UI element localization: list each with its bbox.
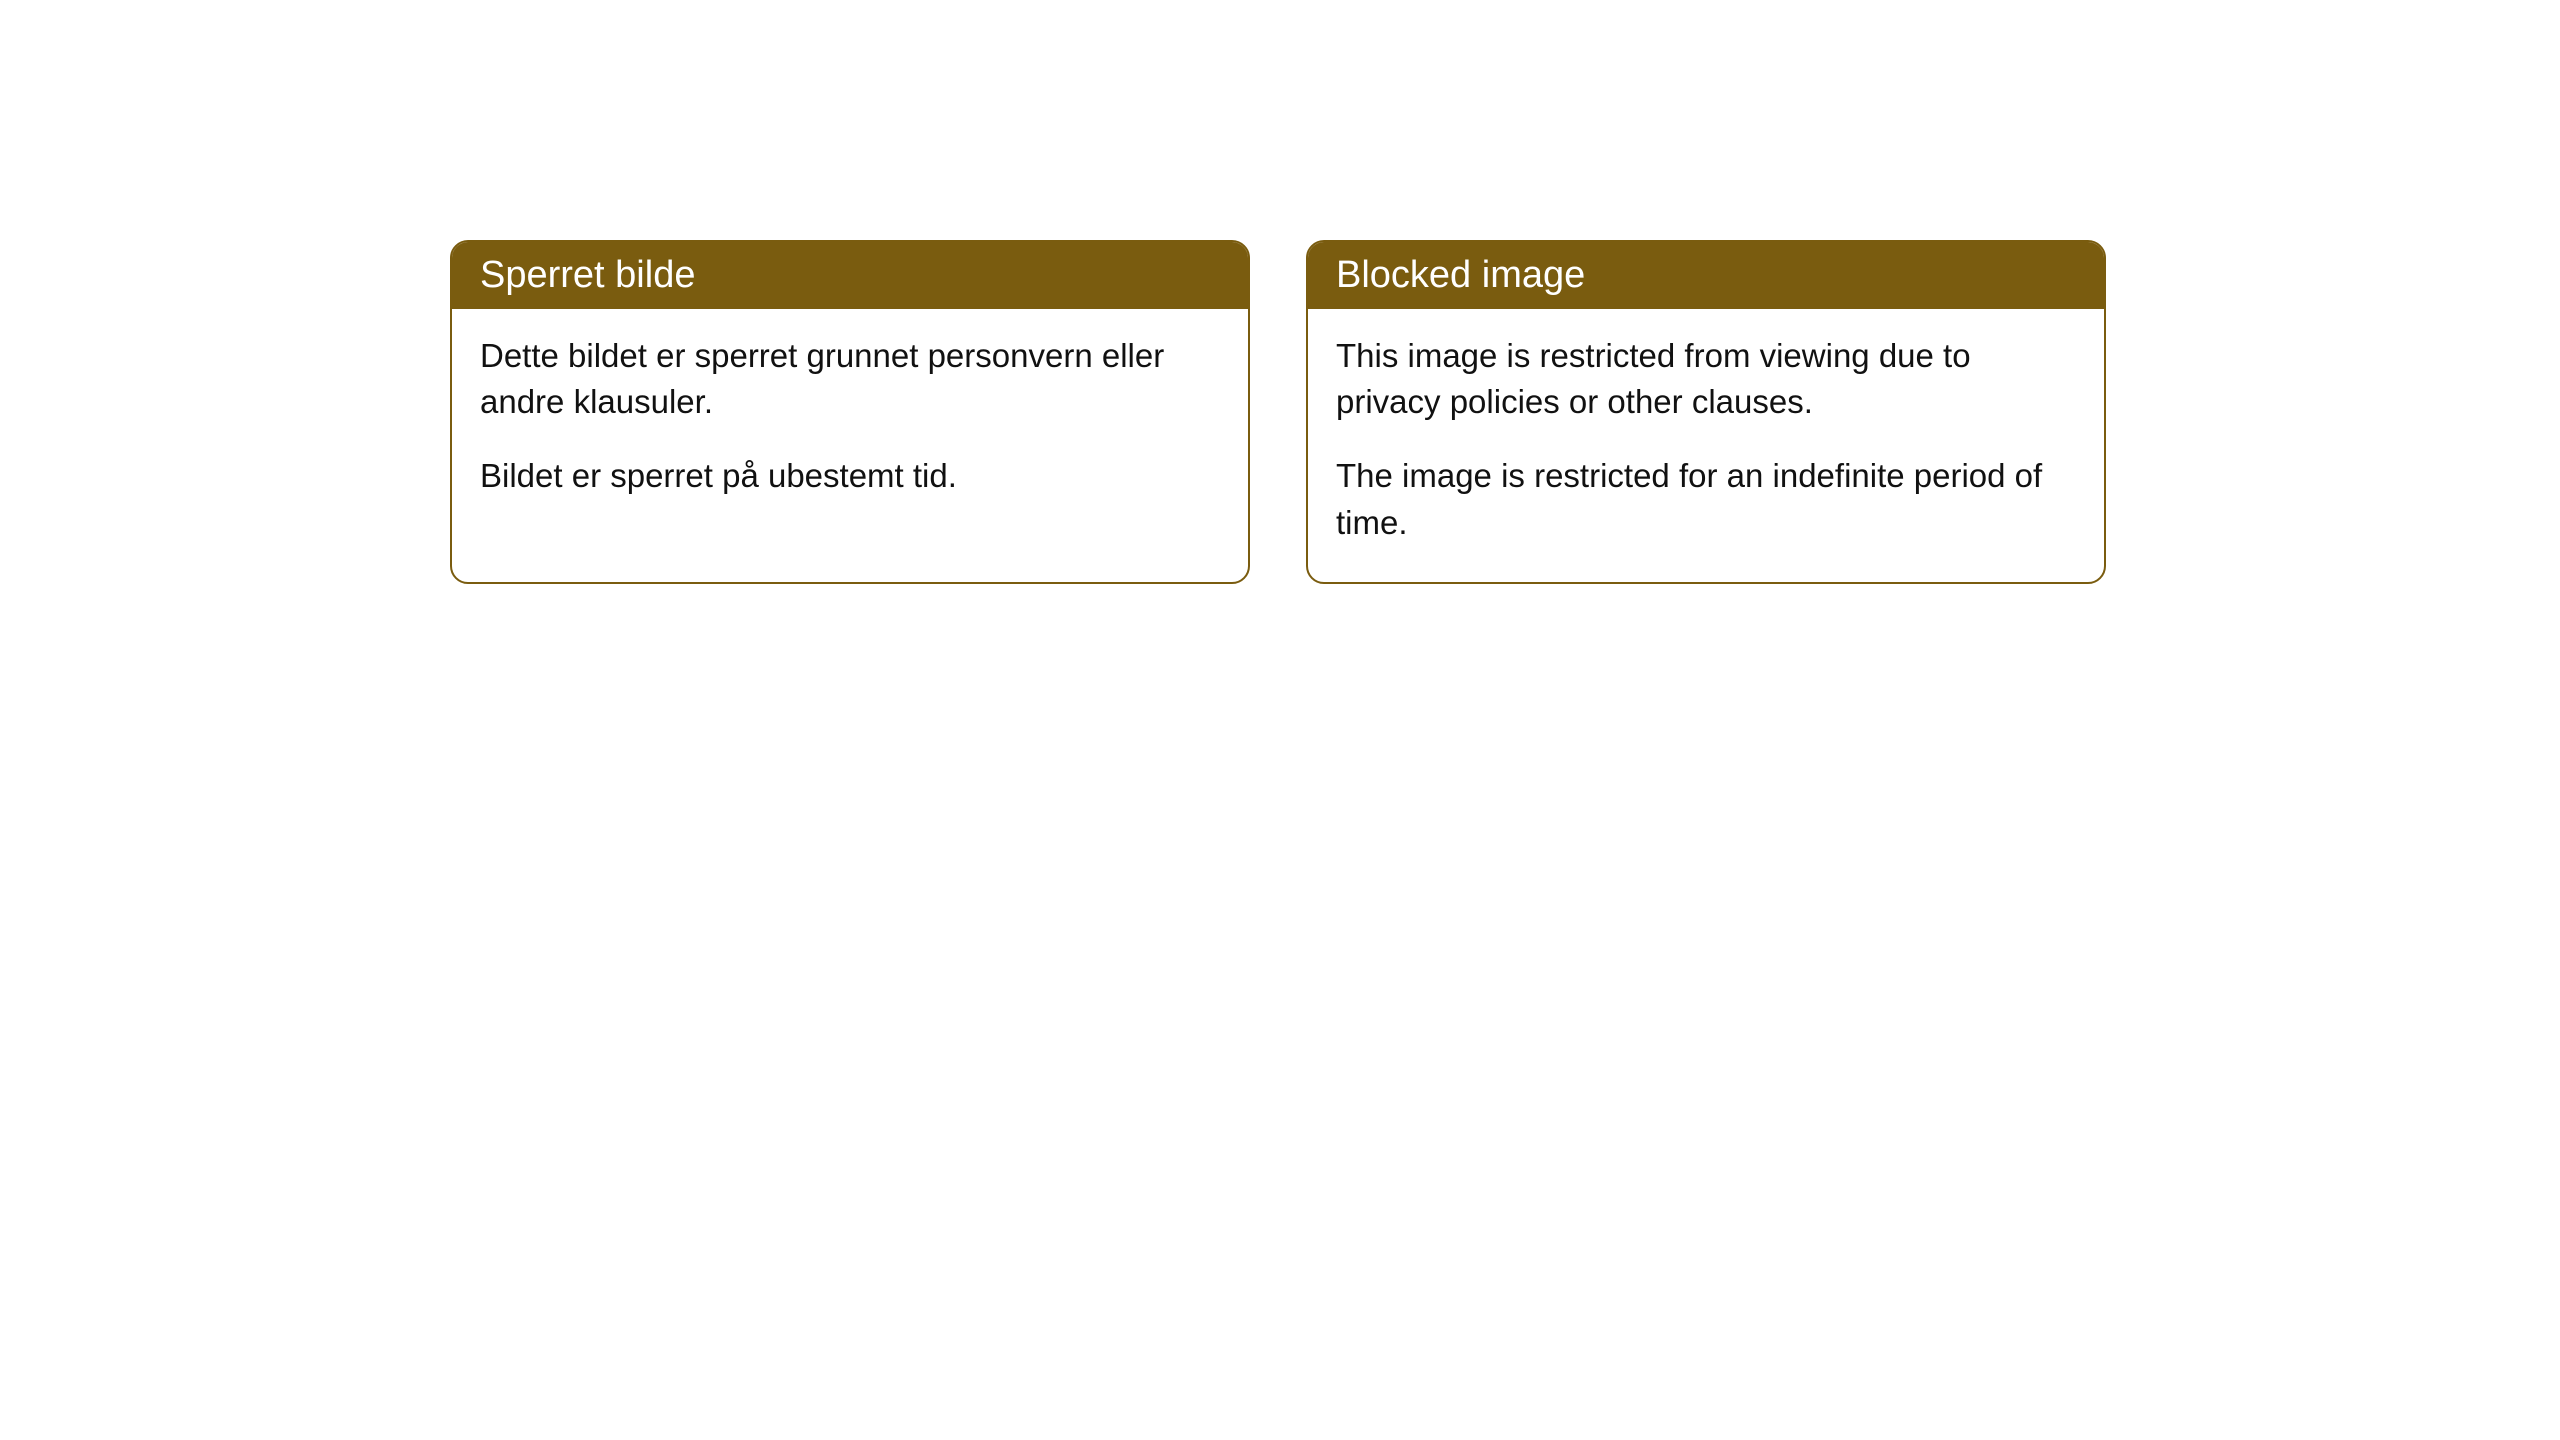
notice-paragraph: Dette bildet er sperret grunnet personve… — [480, 333, 1220, 425]
notice-container: Sperret bilde Dette bildet er sperret gr… — [450, 240, 2560, 584]
notice-paragraph: Bildet er sperret på ubestemt tid. — [480, 453, 1220, 499]
notice-paragraph: The image is restricted for an indefinit… — [1336, 453, 2076, 545]
notice-card-body: This image is restricted from viewing du… — [1308, 309, 2104, 582]
notice-card-no: Sperret bilde Dette bildet er sperret gr… — [450, 240, 1250, 584]
notice-card-header: Sperret bilde — [452, 242, 1248, 309]
notice-card-en: Blocked image This image is restricted f… — [1306, 240, 2106, 584]
notice-card-body: Dette bildet er sperret grunnet personve… — [452, 309, 1248, 536]
notice-paragraph: This image is restricted from viewing du… — [1336, 333, 2076, 425]
notice-card-header: Blocked image — [1308, 242, 2104, 309]
notice-card-title: Sperret bilde — [480, 254, 695, 296]
notice-card-title: Blocked image — [1336, 254, 1585, 296]
